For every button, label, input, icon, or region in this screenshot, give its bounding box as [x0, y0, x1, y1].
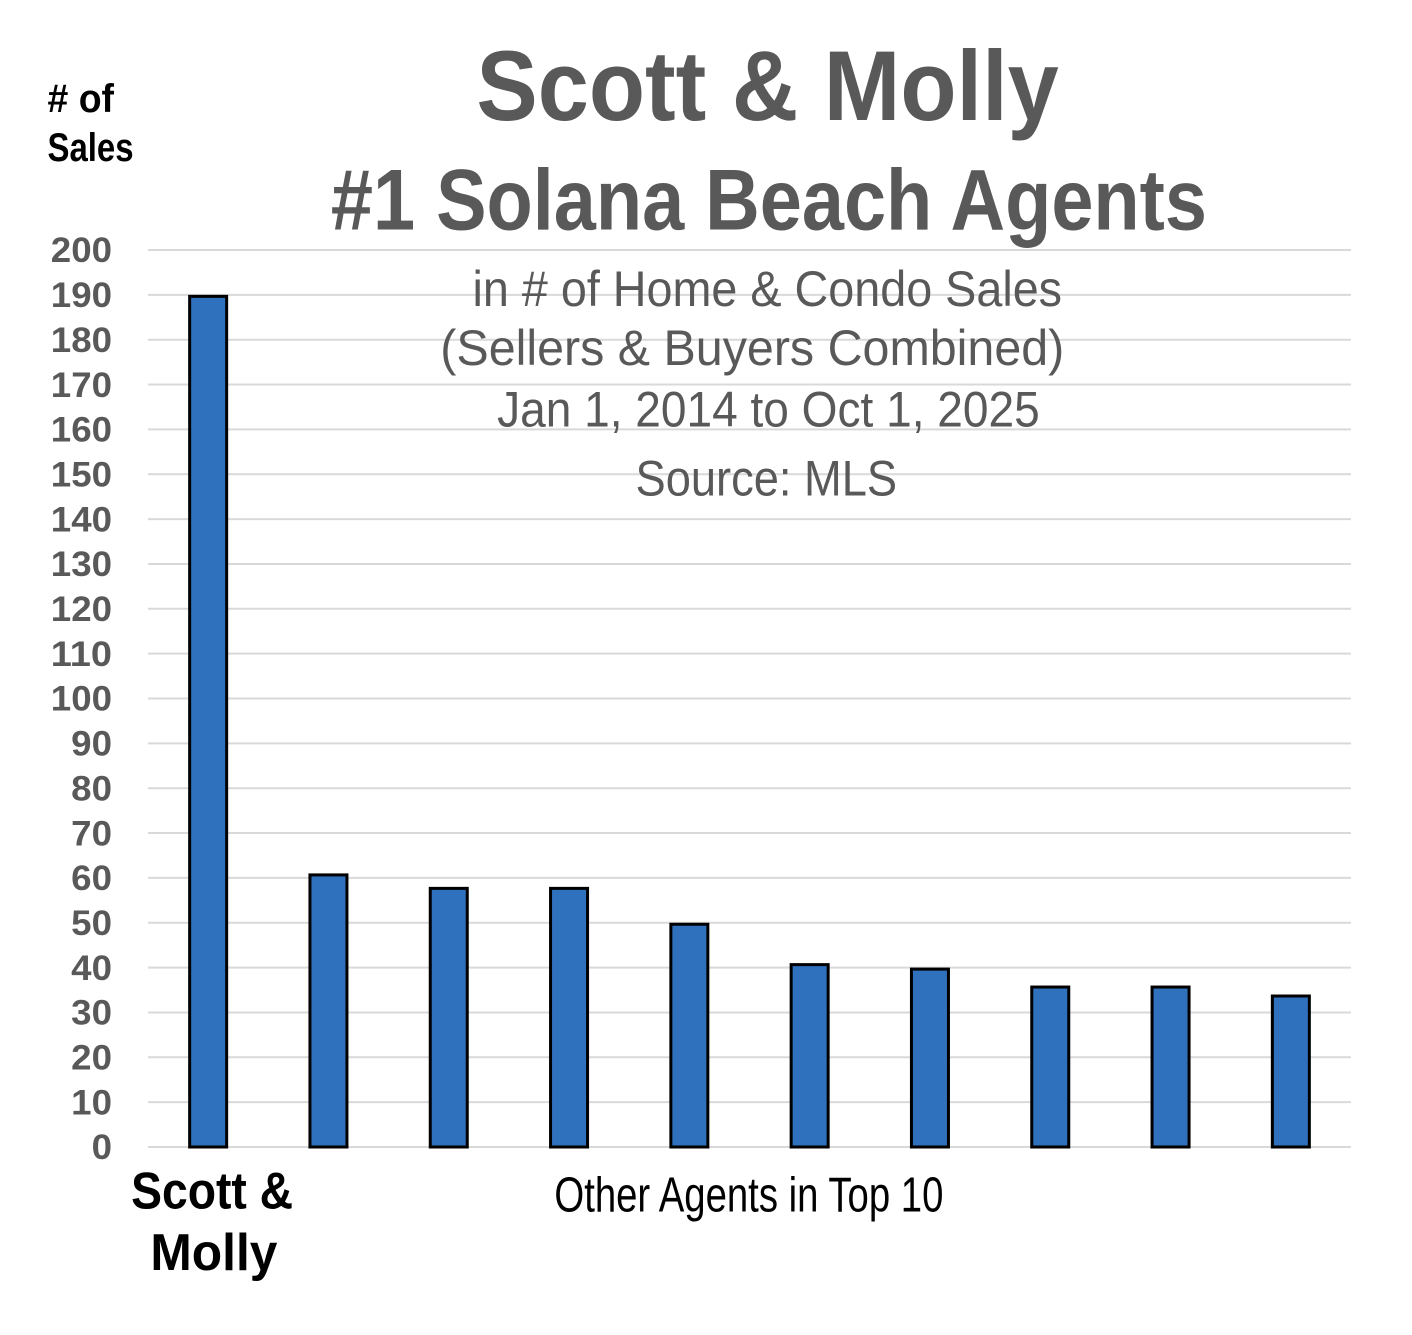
svg-text:Molly: Molly: [150, 1224, 277, 1282]
svg-text:120: 120: [51, 590, 112, 629]
svg-text:#1 Solana Beach Agents: #1 Solana Beach Agents: [331, 153, 1207, 249]
svg-text:180: 180: [51, 321, 112, 360]
svg-text:110: 110: [51, 635, 112, 674]
svg-text:# of: # of: [48, 77, 115, 121]
svg-text:70: 70: [71, 814, 112, 853]
svg-text:Sales: Sales: [48, 126, 134, 170]
svg-text:190: 190: [51, 276, 112, 315]
svg-text:40: 40: [71, 949, 112, 988]
svg-text:in # of Home & Condo Sales: in # of Home & Condo Sales: [473, 261, 1063, 317]
svg-text:(Sellers & Buyers Combined): (Sellers & Buyers Combined): [440, 320, 1064, 376]
svg-text:80: 80: [71, 769, 112, 808]
svg-text:60: 60: [71, 859, 112, 898]
svg-text:Scott &: Scott &: [131, 1163, 293, 1221]
svg-text:140: 140: [51, 500, 112, 539]
svg-text:200: 200: [51, 231, 112, 270]
svg-text:130: 130: [51, 545, 112, 584]
svg-text:Jan 1, 2014 to Oct 1, 2025: Jan 1, 2014 to Oct 1, 2025: [497, 382, 1040, 438]
svg-text:Other Agents in Top 10: Other Agents in Top 10: [554, 1168, 943, 1223]
svg-text:100: 100: [51, 680, 112, 719]
svg-text:50: 50: [71, 904, 112, 943]
svg-text:30: 30: [71, 994, 112, 1033]
svg-text:10: 10: [71, 1083, 112, 1122]
svg-text:20: 20: [71, 1039, 112, 1078]
svg-text:150: 150: [51, 455, 112, 494]
svg-text:Source: MLS: Source: MLS: [636, 451, 898, 507]
svg-text:Scott & Molly: Scott & Molly: [476, 30, 1058, 141]
svg-text:170: 170: [51, 366, 112, 405]
svg-text:160: 160: [51, 411, 112, 450]
svg-text:90: 90: [71, 725, 112, 764]
svg-text:0: 0: [92, 1128, 112, 1167]
